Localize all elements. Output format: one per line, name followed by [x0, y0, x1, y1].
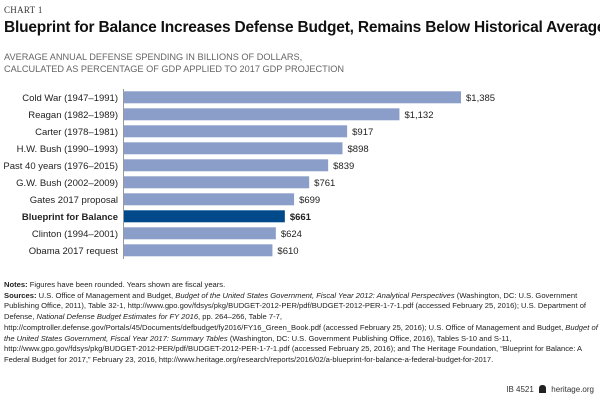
subtitle-line: AVERAGE ANNUAL DEFENSE SPENDING IN BILLI… [4, 52, 303, 62]
site-link[interactable]: heritage.org [551, 385, 594, 394]
source-title: Budget of the United States Government, … [4, 322, 598, 343]
bar [124, 227, 276, 240]
category-label: Clinton (1994–2001) [32, 229, 118, 240]
data-label: $839 [333, 161, 354, 172]
bar [124, 210, 285, 223]
data-label: $624 [281, 229, 302, 240]
chart-title: Blueprint for Balance Increases Defense … [4, 19, 600, 36]
category-label: Carter (1978–1981) [35, 127, 118, 138]
chart-subtitle: AVERAGE ANNUAL DEFENSE SPENDING IN BILLI… [4, 51, 344, 75]
category-label: Gates 2017 proposal [30, 195, 118, 206]
sources-text: (Washington, DC: U.S. Government Publish… [4, 333, 582, 364]
chart-kicker: CHART 1 [4, 5, 43, 15]
data-label: $610 [277, 246, 298, 257]
sources-text: U.S. Office of Management and Budget, [36, 290, 176, 300]
category-label: G.W. Bush (2002–2009) [16, 178, 118, 189]
category-label: Blueprint for Balance [22, 212, 118, 223]
sources-text: , pp. 264–266, Table 7-7, http://comptro… [4, 312, 566, 332]
sources-text: (Washington, DC: U.S. Government Publish… [4, 290, 587, 322]
bar-chart: Cold War (1947–1991) $1,385 Reagan (1982–1… [3, 89, 495, 259]
bar [124, 108, 400, 121]
bar [124, 159, 329, 172]
bar [124, 91, 461, 104]
bar [124, 142, 343, 155]
data-label: $661 [290, 212, 312, 223]
data-label: $1,132 [404, 110, 433, 121]
data-label: $699 [299, 195, 320, 206]
data-label: $898 [348, 144, 369, 155]
data-label: $761 [314, 178, 335, 189]
category-label: Cold War (1947–1991) [22, 93, 118, 104]
source-title: Budget of the United States Government, … [175, 290, 455, 300]
bar [124, 244, 273, 257]
category-label: H.W. Bush (1990–1993) [17, 144, 118, 155]
notes-text: Figures have been rounded. Years shown a… [27, 280, 226, 289]
footer: IB 4521 heritage.org [506, 385, 594, 394]
notes-section: Notes: Figures have been rounded. Years … [4, 280, 598, 366]
data-label: $917 [352, 127, 373, 138]
bar [124, 176, 310, 189]
source-title: National Defense Budget Estimates for FY… [36, 312, 199, 322]
liberty-bell-icon [539, 385, 547, 393]
category-label: Reagan (1982–1989) [28, 110, 118, 121]
category-label: Past 40 years (1976–2015) [3, 161, 118, 172]
notes-label: Notes: [4, 280, 28, 289]
data-label: $1,385 [466, 93, 495, 104]
category-label: Obama 2017 request [29, 246, 119, 257]
sources-label: Sources: [4, 290, 37, 300]
subtitle-line: CALCULATED AS PERCENTAGE OF GDP APPLIED … [4, 64, 345, 74]
bar [124, 125, 348, 138]
bar [124, 193, 295, 206]
report-id: IB 4521 [506, 385, 534, 394]
